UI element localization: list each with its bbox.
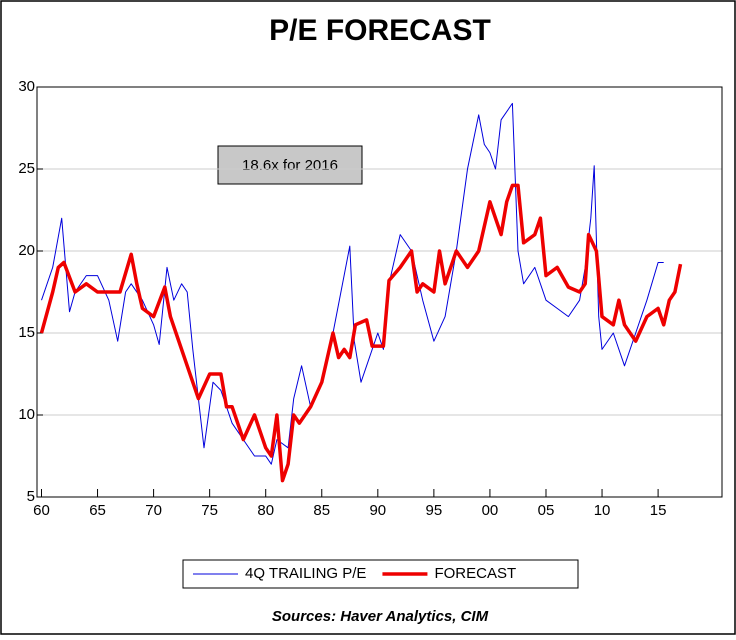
y-tick-label: 20: [18, 242, 35, 259]
annotation: 18.6x for 2016: [242, 157, 338, 174]
legend-label: 4Q TRAILING P/E: [245, 565, 366, 582]
y-tick-label: 10: [18, 406, 35, 423]
y-tick-label: 5: [27, 488, 35, 505]
chart-title: P/E FORECAST: [269, 14, 491, 47]
series-line: [39, 183, 683, 483]
source: Sources: Haver Analytics, CIM: [272, 608, 489, 625]
x-tick-label: 15: [650, 502, 667, 519]
x-tick-label: 60: [33, 502, 50, 519]
y-tick-label: 15: [18, 324, 35, 341]
x-tick-label: 85: [313, 502, 330, 519]
x-tick-label: 10: [594, 502, 611, 519]
y-tick-label: 25: [18, 160, 35, 177]
y-tick-label: 30: [18, 78, 35, 95]
legend-label: FORECAST: [434, 565, 516, 582]
x-tick-label: 00: [482, 502, 499, 519]
x-tick-label: 65: [89, 502, 106, 519]
x-tick-label: 80: [257, 502, 274, 519]
legend-box: [182, 559, 579, 589]
x-tick-label: 90: [369, 502, 386, 519]
annotation-box: [217, 145, 363, 185]
x-tick-label: 05: [538, 502, 555, 519]
x-tick-label: 75: [201, 502, 218, 519]
series-line: [41, 102, 664, 465]
x-tick-label: 95: [426, 502, 443, 519]
x-tick-label: 70: [145, 502, 162, 519]
plot-area: [36, 86, 723, 498]
